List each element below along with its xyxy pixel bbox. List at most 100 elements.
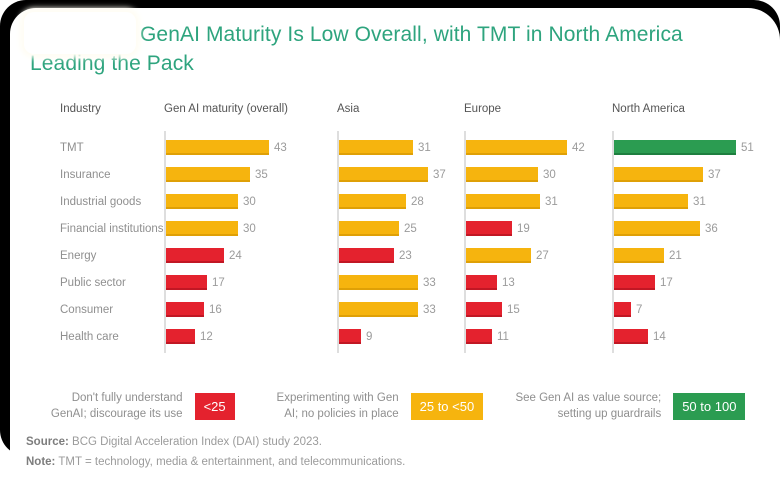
bar-value-label: 14 bbox=[653, 330, 666, 343]
bar-row: 31 bbox=[339, 134, 464, 161]
bar-row: 17 bbox=[166, 269, 337, 296]
bar bbox=[466, 248, 531, 263]
bar-value-label: 24 bbox=[229, 249, 242, 262]
bar bbox=[466, 194, 540, 209]
bar-row: 37 bbox=[339, 161, 464, 188]
bar-value-label: 31 bbox=[693, 195, 706, 208]
bar-value-label: 11 bbox=[497, 330, 509, 343]
bar-value-label: 12 bbox=[200, 330, 213, 343]
bar-row: 31 bbox=[466, 188, 612, 215]
industry-label: TMT bbox=[60, 141, 84, 154]
bar bbox=[614, 167, 703, 182]
bar bbox=[339, 221, 399, 236]
slide: GenAI Maturity Is Low Overall, with TMT … bbox=[10, 8, 780, 478]
panel-north-america: North America 51 37 31 36 21 17 7 14 bbox=[612, 102, 780, 353]
bar-value-label: 33 bbox=[423, 276, 436, 289]
plot-asia: 31 37 28 25 23 33 33 9 bbox=[337, 131, 464, 353]
column-header-overall: Gen AI maturity (overall) bbox=[164, 103, 288, 115]
bar-value-label: 37 bbox=[433, 168, 446, 181]
bar bbox=[466, 140, 567, 155]
bar bbox=[339, 194, 406, 209]
bar-row: 7 bbox=[614, 296, 780, 323]
panel-overall: Gen AI maturity (overall) 43 35 30 30 24 17 16… bbox=[164, 102, 337, 353]
industry-label-rows: TMT Insurance Industrial goods Financial in… bbox=[60, 134, 164, 350]
column-header-industry: Industry bbox=[60, 103, 101, 115]
legend-chip: <25 bbox=[194, 393, 235, 421]
note-label: Note: bbox=[26, 456, 56, 468]
bar-row: 12 bbox=[166, 323, 337, 350]
note-line: Note: TMT = technology, media & entertai… bbox=[26, 452, 405, 472]
bar bbox=[166, 167, 250, 182]
legend-label-red: Don't fully understand GenAI; discourage… bbox=[50, 392, 183, 420]
bar-row: 30 bbox=[166, 188, 337, 215]
bar-row: 42 bbox=[466, 134, 612, 161]
bar-row: 36 bbox=[614, 215, 780, 242]
bar-value-label: 9 bbox=[366, 330, 373, 343]
bar-row: 25 bbox=[339, 215, 464, 242]
bar-value-label: 25 bbox=[404, 222, 417, 235]
bar bbox=[166, 221, 238, 236]
bar-value-label: 28 bbox=[411, 195, 424, 208]
bar bbox=[614, 248, 664, 263]
industry-label: Financial institutions bbox=[60, 222, 164, 235]
bar-value-label: 30 bbox=[243, 222, 256, 235]
bar-row: 31 bbox=[614, 188, 780, 215]
bar-value-label: 30 bbox=[243, 195, 256, 208]
column-header-asia: Asia bbox=[337, 103, 360, 115]
bar bbox=[466, 275, 497, 290]
industry-label: Industrial goods bbox=[60, 195, 142, 208]
legend-item-yellow: Experimenting with Gen AI; no policies i… bbox=[261, 391, 484, 422]
bar-row: 27 bbox=[466, 242, 612, 269]
bar-value-label: 23 bbox=[399, 249, 412, 262]
legend-item-red: Don't fully understand GenAI; discourage… bbox=[45, 391, 235, 422]
bar-value-label: 31 bbox=[418, 141, 431, 154]
bar-row: 30 bbox=[166, 215, 337, 242]
bar-row: 30 bbox=[466, 161, 612, 188]
industry-label-column: Industry TMT Insurance Industrial goods Fin… bbox=[60, 102, 164, 353]
bar-value-label: 30 bbox=[543, 168, 556, 181]
legend-label-yellow: Experimenting with Gen AI; no policies i… bbox=[276, 392, 399, 420]
bar-row: 11 bbox=[466, 323, 612, 350]
bar-chart: Industry TMT Insurance Industrial goods Fin… bbox=[60, 102, 780, 353]
industry-label: Insurance bbox=[60, 168, 111, 181]
legend-chip: 25 to <50 bbox=[410, 393, 484, 421]
bar bbox=[166, 275, 207, 290]
bar-value-label: 42 bbox=[572, 141, 585, 154]
bar bbox=[339, 275, 418, 290]
bar-row: 43 bbox=[166, 134, 337, 161]
legend-item-green: See Gen AI as value source; setting up g… bbox=[509, 391, 746, 422]
bar bbox=[166, 329, 195, 344]
bar bbox=[614, 221, 700, 236]
legend-label-green: See Gen AI as value source; setting up g… bbox=[515, 392, 662, 420]
page-title: GenAI Maturity Is Low Overall, with TMT … bbox=[30, 20, 760, 78]
industry-label: Public sector bbox=[60, 276, 126, 289]
column-header-europe: Europe bbox=[464, 103, 502, 115]
bar bbox=[339, 167, 428, 182]
redacted-logo-scribble bbox=[24, 12, 136, 54]
bar-value-label: 21 bbox=[669, 249, 682, 262]
panel-europe: Europe 42 30 31 19 27 13 15 11 bbox=[464, 102, 612, 353]
bar bbox=[614, 194, 688, 209]
bar bbox=[339, 329, 361, 344]
bar-value-label: 16 bbox=[209, 303, 222, 316]
bar-row: 13 bbox=[466, 269, 612, 296]
plot-north-america: 51 37 31 36 21 17 7 14 bbox=[612, 131, 780, 353]
bar bbox=[339, 302, 418, 317]
bar bbox=[614, 275, 655, 290]
bar bbox=[339, 248, 394, 263]
bar bbox=[614, 302, 631, 317]
bar bbox=[466, 329, 492, 344]
bar-value-label: 51 bbox=[741, 141, 754, 154]
bar-row: 35 bbox=[166, 161, 337, 188]
bar-value-label: 37 bbox=[708, 168, 721, 181]
source-line: Source: BCG Digital Acceleration Index (… bbox=[26, 432, 405, 452]
bar-value-label: 31 bbox=[545, 195, 558, 208]
bar-value-label: 35 bbox=[255, 168, 268, 181]
source-text: BCG Digital Acceleration Index (DAI) stu… bbox=[68, 436, 322, 448]
bar-row: 15 bbox=[466, 296, 612, 323]
bar-row: 17 bbox=[614, 269, 780, 296]
title-line-2: Leading the Pack bbox=[30, 52, 194, 75]
legend-chip: 50 to 100 bbox=[673, 393, 746, 421]
plot-europe: 42 30 31 19 27 13 15 11 bbox=[464, 131, 612, 353]
bar-value-label: 17 bbox=[212, 276, 225, 289]
